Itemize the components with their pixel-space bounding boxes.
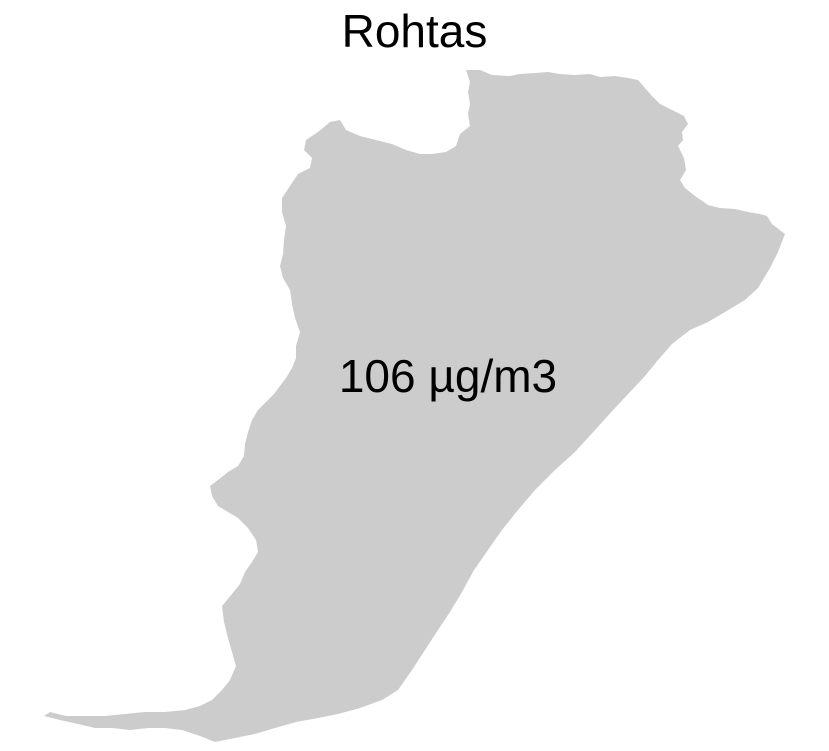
map-title: Rohtas — [341, 5, 488, 57]
pollution-value-label: 106 µg/m3 — [339, 350, 557, 402]
district-region — [44, 70, 785, 742]
